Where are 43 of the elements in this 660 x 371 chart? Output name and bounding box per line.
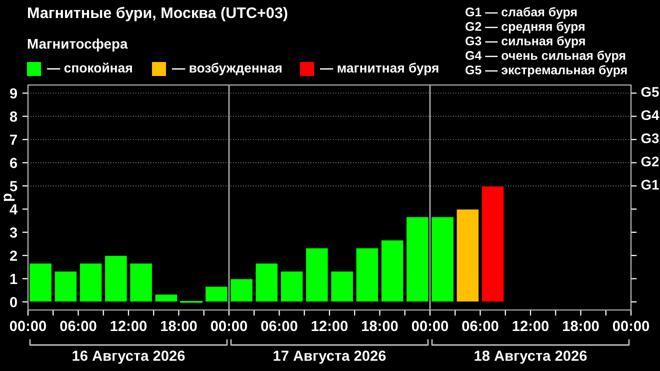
y-tick-label: 3 — [10, 227, 18, 238]
text: G2 — средняя буря — [466, 22, 584, 34]
text: 16 Августа 2026 — [72, 350, 185, 364]
legend-label: — магнитная буря — [320, 62, 438, 76]
ref-line-label: G1 — [641, 180, 659, 190]
y-tick-label: 1 — [10, 274, 18, 284]
y-tick-label: 7 — [10, 134, 17, 145]
ref-line-label: G3 — [641, 133, 659, 144]
legend-label: — спокойная — [47, 62, 132, 73]
x-tick-label: 12:00 — [512, 320, 549, 332]
text: 18 Августа 2026 — [474, 350, 587, 364]
y-tick-label: 5 — [10, 181, 18, 192]
ref-line-label: G5 — [641, 87, 659, 97]
x-tick-label: 12:00 — [110, 320, 147, 332]
y-tick-label: 4 — [10, 204, 18, 214]
y-axis-title: p — [4, 194, 15, 201]
x-tick-label: 06:00 — [261, 320, 298, 332]
text: G1 — слабая буря — [466, 7, 577, 19]
x-tick-label: 06:00 — [60, 320, 96, 332]
x-tick-label: 18:00 — [362, 320, 398, 332]
y-tick-label: 6 — [10, 158, 18, 168]
text: G5 — экстремальная буря — [466, 65, 627, 77]
legend-title: Магнитосфера — [28, 38, 128, 52]
text: G3 — сильная буря — [466, 36, 585, 48]
bar — [204, 286, 228, 302]
x-tick-label: 18:00 — [563, 320, 599, 332]
x-tick-label: 00:00 — [210, 320, 248, 332]
x-tick-label: 06:00 — [462, 320, 498, 332]
x-tick-label: 00:00 — [10, 320, 46, 332]
y-tick-label: 2 — [10, 250, 17, 261]
y-tick-label: 8 — [10, 111, 18, 122]
legend-label: — возбужденная — [172, 62, 282, 76]
x-tick-label: 12:00 — [312, 320, 348, 332]
ref-line-label: G2 — [641, 156, 659, 166]
x-tick-label: 18:00 — [161, 320, 197, 332]
ref-line-label: G4 — [641, 110, 660, 120]
y-tick-label: 0 — [10, 296, 17, 308]
y-tick-label: 9 — [10, 88, 18, 99]
text: 17 Августа 2026 — [274, 350, 386, 364]
x-tick-label: 00:00 — [412, 320, 448, 332]
chart-title: Магнитные бури, Москва (UTC+03) — [28, 6, 288, 22]
text: G4 — очень сильная буря — [466, 50, 626, 62]
x-tick-label: 00:00 — [612, 320, 650, 332]
